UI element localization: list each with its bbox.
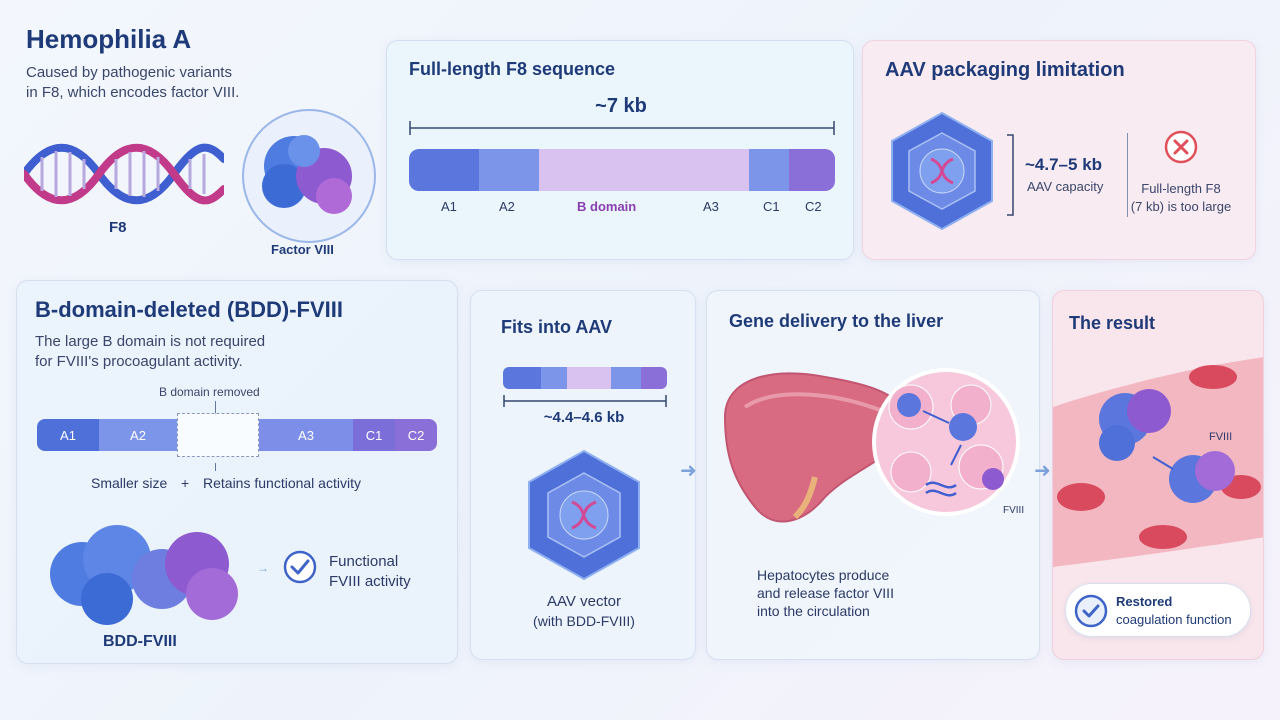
fits-bracket <box>503 395 667 407</box>
liver-title: Gene delivery to the liver <box>729 311 944 331</box>
liver-desc-1: Hepatocytes produce <box>757 567 890 583</box>
gap-pointer <box>215 463 216 471</box>
fl-label-b: B domain <box>577 199 637 214</box>
fits-seg-1 <box>503 367 541 389</box>
bdd-domain-a1: A1 <box>37 419 99 451</box>
liver-desc-2: and release factor VIII <box>757 585 894 601</box>
liver-icon <box>723 372 907 523</box>
result-title: The result <box>1069 313 1156 333</box>
fulllength-panel: Full-length F8 sequence ~7 kb A1 A2 B do… <box>386 40 854 260</box>
result-panel: The result FVIII Restored coagulation fu… <box>1052 290 1264 660</box>
size-bracket <box>409 121 835 135</box>
protein-label: Factor VIII <box>271 242 334 257</box>
hepatocyte-inset <box>872 368 1020 516</box>
restored-line2: coagulation function <box>1116 612 1232 627</box>
aav-limit-panel: AAV packaging limitation ~4.7–5 kb AAV c… <box>862 40 1256 260</box>
removed-pointer <box>215 401 216 415</box>
liver-panel: Gene delivery to the liver FVIII Hepatoc… <box>706 290 1040 660</box>
liver-desc-3: into the circulation <box>757 603 870 619</box>
domain-a3 <box>749 149 789 191</box>
fl-label-a2: A2 <box>499 199 515 214</box>
restored-badge: Restored coagulation function <box>1065 583 1251 637</box>
aav-capacity-value: ~4.7–5 kb <box>1025 155 1103 174</box>
fulllength-size: ~7 kb <box>595 95 647 117</box>
divider <box>1127 133 1128 217</box>
fulllength-title: Full-length F8 sequence <box>409 59 616 79</box>
bdd-desc-2: for FVIII's procoagulant activity. <box>35 353 243 370</box>
too-large-line1: Full-length F8 <box>1141 181 1221 196</box>
hemophilia-section: Hemophilia A Caused by pathogenic varian… <box>14 14 376 264</box>
bdd-domain-c1: C1 <box>353 419 395 451</box>
too-large-line2: (7 kb) is too large <box>1130 199 1232 214</box>
bdd-bar: A1 A2 A3 C1 C2 <box>37 413 437 457</box>
bdd-domain-c2: C2 <box>395 419 437 451</box>
result-fviii-label: FVIII <box>1209 431 1233 443</box>
fits-title: Fits into AAV <box>501 317 612 337</box>
fits-panel: Fits into AAV ~4.4–4.6 kb AAV vector (wi… <box>470 290 696 660</box>
vector-line1: AAV vector <box>547 593 621 610</box>
fl-label-a1: A1 <box>441 199 457 214</box>
benefit-left: Smaller size <box>91 475 168 491</box>
hemophilia-title: Hemophilia A <box>26 24 192 54</box>
fits-bar <box>503 367 667 389</box>
capacity-bracket <box>1007 134 1014 216</box>
bdd-title: B-domain-deleted (BDD)-FVIII <box>35 297 343 322</box>
fl-label-c1: C1 <box>763 199 780 214</box>
check-icon <box>283 550 317 584</box>
next-arrow-1: ➜ <box>680 460 697 482</box>
bdd-domain-a3: A3 <box>259 419 353 451</box>
domain-a2 <box>479 149 539 191</box>
bdd-removed-gap <box>177 413 259 457</box>
gene-label: F8 <box>109 219 127 236</box>
aav-capacity-label: AAV capacity <box>1027 179 1104 194</box>
bdd-desc-1: The large B domain is not required <box>35 333 266 350</box>
error-x-icon <box>1164 130 1198 164</box>
fl-label-a3: A3 <box>703 199 719 214</box>
factor-viii-protein-icon <box>242 109 376 243</box>
removed-label: B domain removed <box>159 385 260 399</box>
bdd-protein-label: BDD-FVIII <box>103 633 177 650</box>
domain-a1 <box>409 149 479 191</box>
benefit-right: Retains functional activity <box>203 475 361 491</box>
domain-c1 <box>789 149 835 191</box>
bdd-protein-icon <box>50 525 238 625</box>
hemophilia-desc-2: in F8, which encodes factor VIII. <box>26 84 240 101</box>
fl-label-c2: C2 <box>805 199 822 214</box>
aav-capsid-icon <box>891 111 993 231</box>
aav-limit-title: AAV packaging limitation <box>885 59 1125 81</box>
bdd-panel: B-domain-deleted (BDD)-FVIII The large B… <box>16 280 458 664</box>
domain-b <box>539 149 749 191</box>
functional-line1: Functional <box>329 553 399 570</box>
functional-line2: FVIII activity <box>329 573 411 590</box>
inset-fviii-label: FVIII <box>1003 505 1025 516</box>
next-arrow-2: ➜ <box>1034 460 1051 482</box>
fits-seg-4 <box>611 367 641 389</box>
restored-line1: Restored <box>1116 594 1173 609</box>
fulllength-bar <box>409 149 835 191</box>
hemophilia-desc-1: Caused by pathogenic variants <box>26 64 232 81</box>
benefit-plus: + <box>181 475 190 491</box>
dna-helix-icon <box>24 143 224 205</box>
aav-vector-icon <box>528 449 640 581</box>
functional-arrow: → <box>257 561 269 575</box>
fits-size: ~4.4–4.6 kb <box>543 409 625 426</box>
blood-vessel-scene <box>1053 357 1263 567</box>
vector-line2: (with BDD-FVIII) <box>533 613 635 629</box>
fits-seg-5 <box>641 367 667 389</box>
fits-seg-2 <box>541 367 567 389</box>
bdd-domain-a2: A2 <box>99 419 177 451</box>
fits-seg-3 <box>567 367 611 389</box>
restored-check-icon <box>1074 594 1108 628</box>
